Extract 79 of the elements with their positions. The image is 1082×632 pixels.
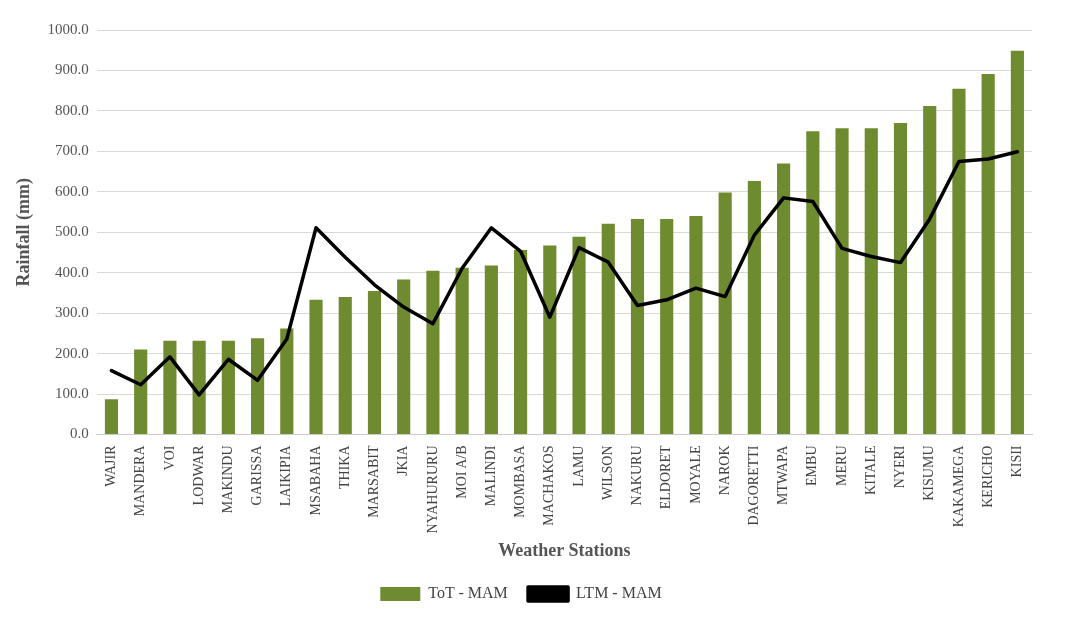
x-tick-label: LAMU — [570, 445, 586, 487]
x-tick-label: MOMBASA — [512, 444, 528, 518]
bar — [397, 279, 411, 434]
legend-label: LTM - MAM — [576, 584, 662, 602]
x-tick-label: LAIKIPIA — [278, 444, 294, 507]
bar — [251, 338, 265, 434]
bar — [280, 328, 294, 434]
x-tick-label: THIKA — [336, 444, 352, 490]
x-tick-label: MACHAKOS — [541, 445, 557, 526]
x-tick-label: MOI A/B — [453, 445, 469, 499]
bar — [893, 123, 908, 434]
bar — [572, 236, 586, 434]
bar — [981, 74, 995, 434]
x-tick-label: NYERI — [892, 445, 908, 489]
x-tick-label: MSABAHA — [307, 444, 323, 516]
x-tick-label: MTWAPA — [775, 444, 791, 505]
x-tick-label: WAJIR — [103, 444, 119, 487]
x-tick-label: KAKAMEGA — [950, 444, 966, 528]
bar — [806, 131, 820, 434]
bar — [134, 349, 148, 434]
y-axis-title: Rainfall (mm) — [13, 178, 35, 287]
bar — [367, 290, 382, 434]
bar — [426, 270, 440, 434]
y-tick-label: 500.0 — [55, 223, 89, 240]
x-tick-label: ELDORET — [658, 445, 674, 510]
bar — [864, 128, 878, 434]
bar — [484, 265, 498, 434]
y-tick-label: 200.0 — [55, 344, 89, 361]
y-tick-label: 700.0 — [55, 142, 89, 159]
bar — [835, 128, 849, 434]
x-tick-label: KERICHO — [979, 445, 995, 508]
y-tick-label: 600.0 — [55, 182, 89, 199]
x-tick-label: LODWAR — [190, 444, 206, 506]
x-tick-label: MERU — [833, 445, 849, 486]
bar — [163, 340, 177, 434]
x-tick-label: EMBU — [804, 445, 820, 486]
y-tick-label: 100.0 — [55, 384, 89, 401]
x-tick-label: KISUMU — [921, 445, 937, 501]
x-tick-label: MOYALE — [687, 445, 703, 504]
x-tick-label: MARSABIT — [366, 445, 382, 518]
x-tick-label: JKIA — [395, 444, 411, 476]
bar — [601, 223, 615, 434]
bar — [514, 250, 528, 434]
x-tick-label: DAGORETTI — [746, 445, 762, 526]
bar — [630, 218, 645, 434]
bar — [455, 267, 469, 434]
x-tick-label: KISII — [1009, 445, 1025, 478]
x-tick-label: GARISSA — [249, 444, 265, 506]
x-tick-label: VOI — [161, 445, 177, 471]
bar — [192, 340, 206, 434]
bar — [718, 192, 732, 434]
bar — [777, 163, 791, 434]
x-tick-label: KITALE — [862, 445, 878, 495]
x-tick-label: MAKINDU — [220, 445, 236, 514]
bar — [104, 399, 119, 434]
x-tick-label: NAKURU — [629, 445, 645, 506]
legend-label: ToT - MAM — [428, 584, 508, 602]
y-tick-label: 300.0 — [55, 304, 89, 321]
x-tick-label: MALINDI — [483, 445, 499, 507]
bar — [543, 245, 557, 434]
bar — [660, 218, 674, 434]
y-tick-label: 0.0 — [70, 425, 89, 442]
bar — [338, 296, 352, 434]
y-tick-label: 1000.0 — [47, 20, 89, 37]
bar — [1010, 50, 1024, 434]
y-tick-label: 400.0 — [55, 263, 89, 280]
bar — [923, 106, 937, 434]
x-axis-title: Weather Stations — [498, 539, 631, 560]
bar — [952, 88, 966, 434]
x-tick-label: NYAHURURU — [424, 445, 440, 534]
bar — [221, 340, 235, 434]
x-tick-label: NAROK — [716, 445, 732, 496]
y-tick-label: 800.0 — [55, 101, 89, 118]
bar — [309, 299, 323, 434]
bar — [689, 216, 703, 434]
y-tick-label: 900.0 — [55, 61, 89, 78]
x-tick-label: MANDERA — [132, 444, 148, 517]
bar — [747, 180, 761, 434]
x-tick-label: WILSON — [599, 445, 615, 500]
